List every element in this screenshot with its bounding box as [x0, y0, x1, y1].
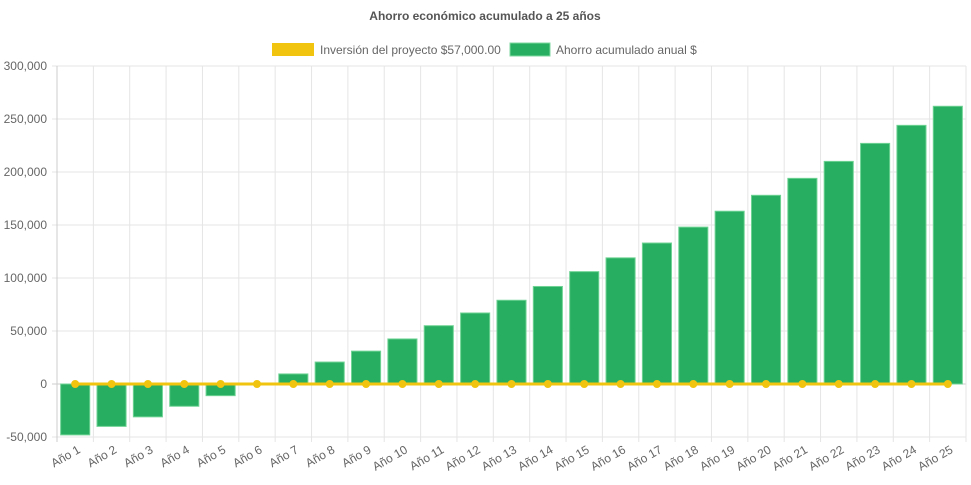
x-tick-label: Año 16	[588, 442, 628, 473]
bar	[714, 210, 745, 385]
line-point	[907, 380, 916, 388]
x-tick-label: Año 15	[552, 442, 592, 473]
bar	[387, 338, 418, 385]
bar	[351, 350, 382, 385]
x-tick-label: Año 3	[121, 442, 155, 470]
x-tick-label: Año 7	[267, 442, 301, 470]
line-point	[798, 380, 807, 388]
line-point	[616, 380, 625, 388]
x-tick-label: Año 6	[230, 442, 264, 470]
x-tick-label: Año 1	[49, 442, 83, 470]
line-point	[180, 380, 189, 388]
x-tick-label: Año 13	[479, 442, 519, 473]
bar	[896, 124, 927, 385]
x-tick-label: Año 17	[624, 442, 664, 473]
bar	[823, 160, 854, 385]
y-tick-label: 300,000	[4, 59, 48, 73]
x-tick-label: Año 19	[697, 442, 737, 473]
line-point	[107, 380, 116, 388]
x-tick-label: Año 23	[843, 442, 883, 473]
x-tick-label: Año 25	[915, 442, 955, 473]
bar	[605, 257, 636, 385]
line-point	[434, 380, 443, 388]
line-point	[834, 380, 843, 388]
x-tick-label: Año 2	[85, 442, 119, 470]
line-point	[252, 380, 261, 388]
y-tick-label: 100,000	[4, 271, 48, 285]
line-point	[507, 380, 516, 388]
y-tick-label: 250,000	[4, 112, 48, 126]
line-point	[871, 380, 880, 388]
bar	[678, 226, 709, 385]
x-tick-label: Año 10	[370, 442, 410, 473]
bar	[787, 177, 818, 385]
line-point	[362, 380, 371, 388]
x-tick-label: Año 24	[879, 442, 919, 473]
bar	[496, 299, 527, 385]
legend-label-bar: Ahorro acumulado anual $	[556, 43, 697, 57]
x-tick-label: Año 18	[661, 442, 701, 473]
legend-swatch-line	[272, 43, 314, 56]
x-tick-label: Año 11	[407, 442, 446, 473]
legend-label-line: Inversión del proyecto $57,000.00	[320, 43, 501, 57]
x-tick-label: Año 21	[770, 442, 810, 473]
bar	[860, 142, 891, 385]
chart-title: Ahorro económico acumulado a 25 años	[369, 9, 601, 23]
x-tick-label: Año 22	[806, 442, 846, 473]
line-point	[325, 380, 334, 388]
line-point	[943, 380, 952, 388]
bar	[932, 105, 963, 385]
line-point	[289, 380, 298, 388]
bar	[423, 325, 454, 385]
line-point	[471, 380, 480, 388]
y-tick-label: 150,000	[4, 218, 48, 232]
line-point	[725, 380, 734, 388]
x-tick-label: Año 12	[443, 442, 483, 473]
x-tick-label: Año 20	[734, 442, 774, 473]
bar	[641, 242, 672, 385]
y-tick-label: -50,000	[6, 430, 47, 444]
bar	[60, 383, 91, 436]
y-tick-label: 50,000	[10, 324, 47, 338]
line-point	[580, 380, 589, 388]
bar	[532, 285, 563, 385]
line-point	[543, 380, 552, 388]
line-point	[216, 380, 225, 388]
line-point	[71, 380, 80, 388]
y-tick-label: 200,000	[4, 165, 48, 179]
bar	[460, 312, 491, 385]
x-tick-label: Año 5	[194, 442, 228, 470]
bar	[132, 383, 163, 418]
bar	[569, 271, 600, 385]
bar	[750, 194, 782, 385]
line-point	[689, 380, 698, 388]
legend-swatch-bar	[509, 42, 551, 57]
line-point	[143, 380, 152, 388]
line-point	[762, 380, 771, 388]
y-tick-label: 0	[40, 377, 47, 391]
x-tick-label: Año 8	[303, 442, 337, 470]
x-tick-label: Año 9	[339, 442, 373, 470]
x-tick-label: Año 14	[515, 442, 555, 473]
line-point	[652, 380, 661, 388]
x-tick-label: Año 4	[158, 442, 192, 470]
line-point	[398, 380, 407, 388]
bar	[96, 383, 127, 427]
